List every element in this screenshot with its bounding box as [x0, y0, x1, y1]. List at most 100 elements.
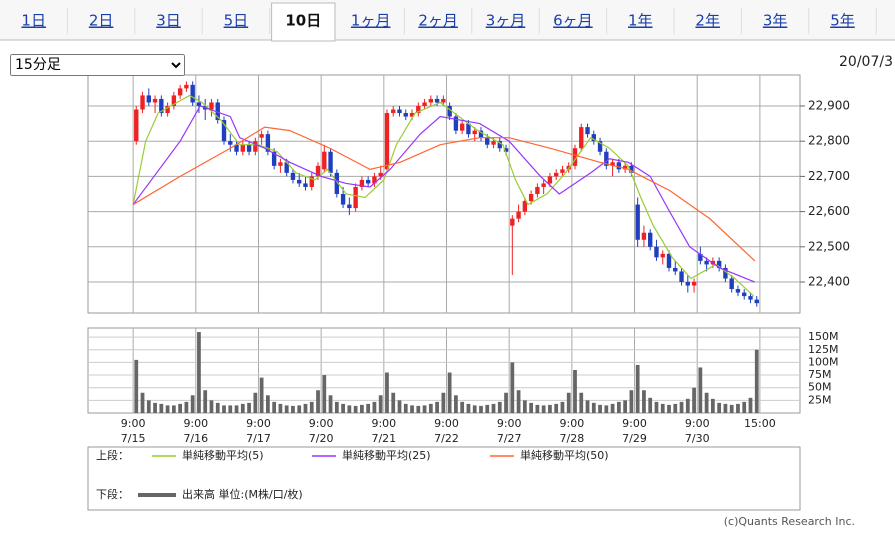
candle-body: [196, 102, 202, 106]
x-tick-date: 7/21: [371, 432, 396, 445]
volume-bar: [146, 400, 151, 413]
volume-bar: [441, 392, 446, 413]
candle-body: [177, 88, 183, 96]
tab[interactable]: 3日: [156, 12, 181, 30]
tab[interactable]: 2日: [89, 12, 114, 30]
legend-label: 単純移動平均(50): [520, 448, 609, 462]
candle-body: [315, 165, 321, 177]
x-tick-date: 7/17: [246, 432, 271, 445]
x-tick-label: 9:00: [309, 417, 334, 430]
tab[interactable]: 6ヶ月: [553, 12, 593, 30]
tab[interactable]: 5日: [224, 12, 249, 30]
volume-bar: [284, 405, 289, 413]
candle-body: [510, 218, 515, 226]
x-tick-date: 7/20: [309, 432, 334, 445]
tab[interactable]: 1年: [628, 12, 653, 30]
candle-body: [541, 183, 546, 187]
tab[interactable]: 3年: [763, 12, 788, 30]
volume-bar: [704, 392, 709, 413]
candle-body: [459, 123, 465, 131]
volume-bar: [635, 364, 640, 413]
x-tick-label: 9:00: [121, 417, 146, 430]
interval-select[interactable]: 15分足: [10, 54, 185, 76]
candle-body: [397, 109, 402, 114]
candle-body: [735, 289, 741, 293]
volume-bar: [667, 404, 671, 413]
candle-body: [353, 186, 358, 209]
tab[interactable]: 5年: [830, 12, 855, 30]
candle-body: [654, 246, 659, 258]
tab[interactable]: 2ヶ月: [418, 12, 458, 30]
volume-bar: [353, 405, 358, 413]
volume-bar: [385, 372, 389, 413]
x-tick-label: 9:00: [497, 417, 522, 430]
candle-body: [441, 98, 446, 103]
tab[interactable]: 2年: [695, 12, 720, 30]
candle-body: [585, 127, 590, 135]
volume-bar: [190, 395, 195, 413]
volume-bar: [717, 402, 722, 413]
volume-bar: [598, 404, 602, 413]
x-tick-label: 9:00: [560, 417, 585, 430]
volume-bar: [510, 362, 515, 413]
tab[interactable]: 1ヶ月: [351, 12, 391, 30]
date: 20/07/3: [839, 54, 893, 70]
volume-bar: [629, 390, 634, 413]
candle-body: [165, 105, 170, 114]
volume-bar: [240, 403, 245, 413]
volume-bar: [416, 405, 421, 413]
candle-body: [372, 176, 377, 184]
volume-bar: [428, 403, 433, 413]
candle-body: [447, 105, 452, 117]
volume-tick-label: 75M: [808, 368, 832, 381]
candle-body: [660, 253, 665, 258]
x-tick-label: 15:00: [744, 417, 776, 430]
volume-bar: [698, 367, 703, 413]
volume-bar: [203, 390, 208, 413]
candle-body: [716, 260, 722, 268]
candle-body: [729, 278, 734, 290]
x-tick-date: 7/16: [183, 432, 208, 445]
tab[interactable]: 10日: [285, 12, 321, 30]
legend-label: 単純移動平均(25): [342, 448, 431, 462]
volume-tick-label: 50M: [808, 381, 832, 394]
volume-bar: [616, 401, 621, 413]
candle-body: [748, 296, 753, 300]
candle-body: [240, 144, 246, 152]
candle-body: [673, 267, 678, 272]
candle-body: [146, 95, 151, 103]
candle-body: [159, 98, 164, 114]
volume-bar: [654, 401, 659, 413]
candle-body: [591, 134, 596, 142]
volume-bar: [309, 401, 314, 413]
candle-body: [547, 176, 553, 184]
candle-body: [422, 102, 427, 106]
tab[interactable]: 3ヶ月: [486, 12, 526, 30]
volume-tick-label: 25M: [808, 393, 832, 406]
candle-body: [553, 172, 559, 177]
ma-line: [132, 105, 756, 283]
candle-body: [278, 162, 283, 166]
x-tick-label: 9:00: [371, 417, 396, 430]
legend-lower: 下段：: [96, 487, 129, 501]
volume-bar: [535, 404, 540, 413]
x-tick-label: 9:00: [246, 417, 271, 430]
volume-bar: [591, 402, 596, 413]
candle-body: [535, 186, 540, 194]
volume-bar: [328, 395, 333, 413]
volume-bar: [579, 392, 584, 413]
x-tick-date: 7/29: [622, 432, 647, 445]
candle-body: [528, 194, 534, 202]
volume-bar: [372, 401, 377, 413]
candle-body: [610, 162, 615, 166]
candle-body: [228, 141, 233, 145]
volume-bar: [222, 405, 226, 413]
candle-body: [491, 141, 496, 145]
x-tick-date: 7/27: [497, 432, 522, 445]
volume-bar: [259, 377, 264, 413]
candle-body: [416, 105, 421, 114]
tab[interactable]: 1日: [21, 12, 46, 30]
volume-bar: [134, 359, 139, 413]
volume-bar: [171, 405, 176, 413]
volume-bar: [140, 392, 145, 413]
